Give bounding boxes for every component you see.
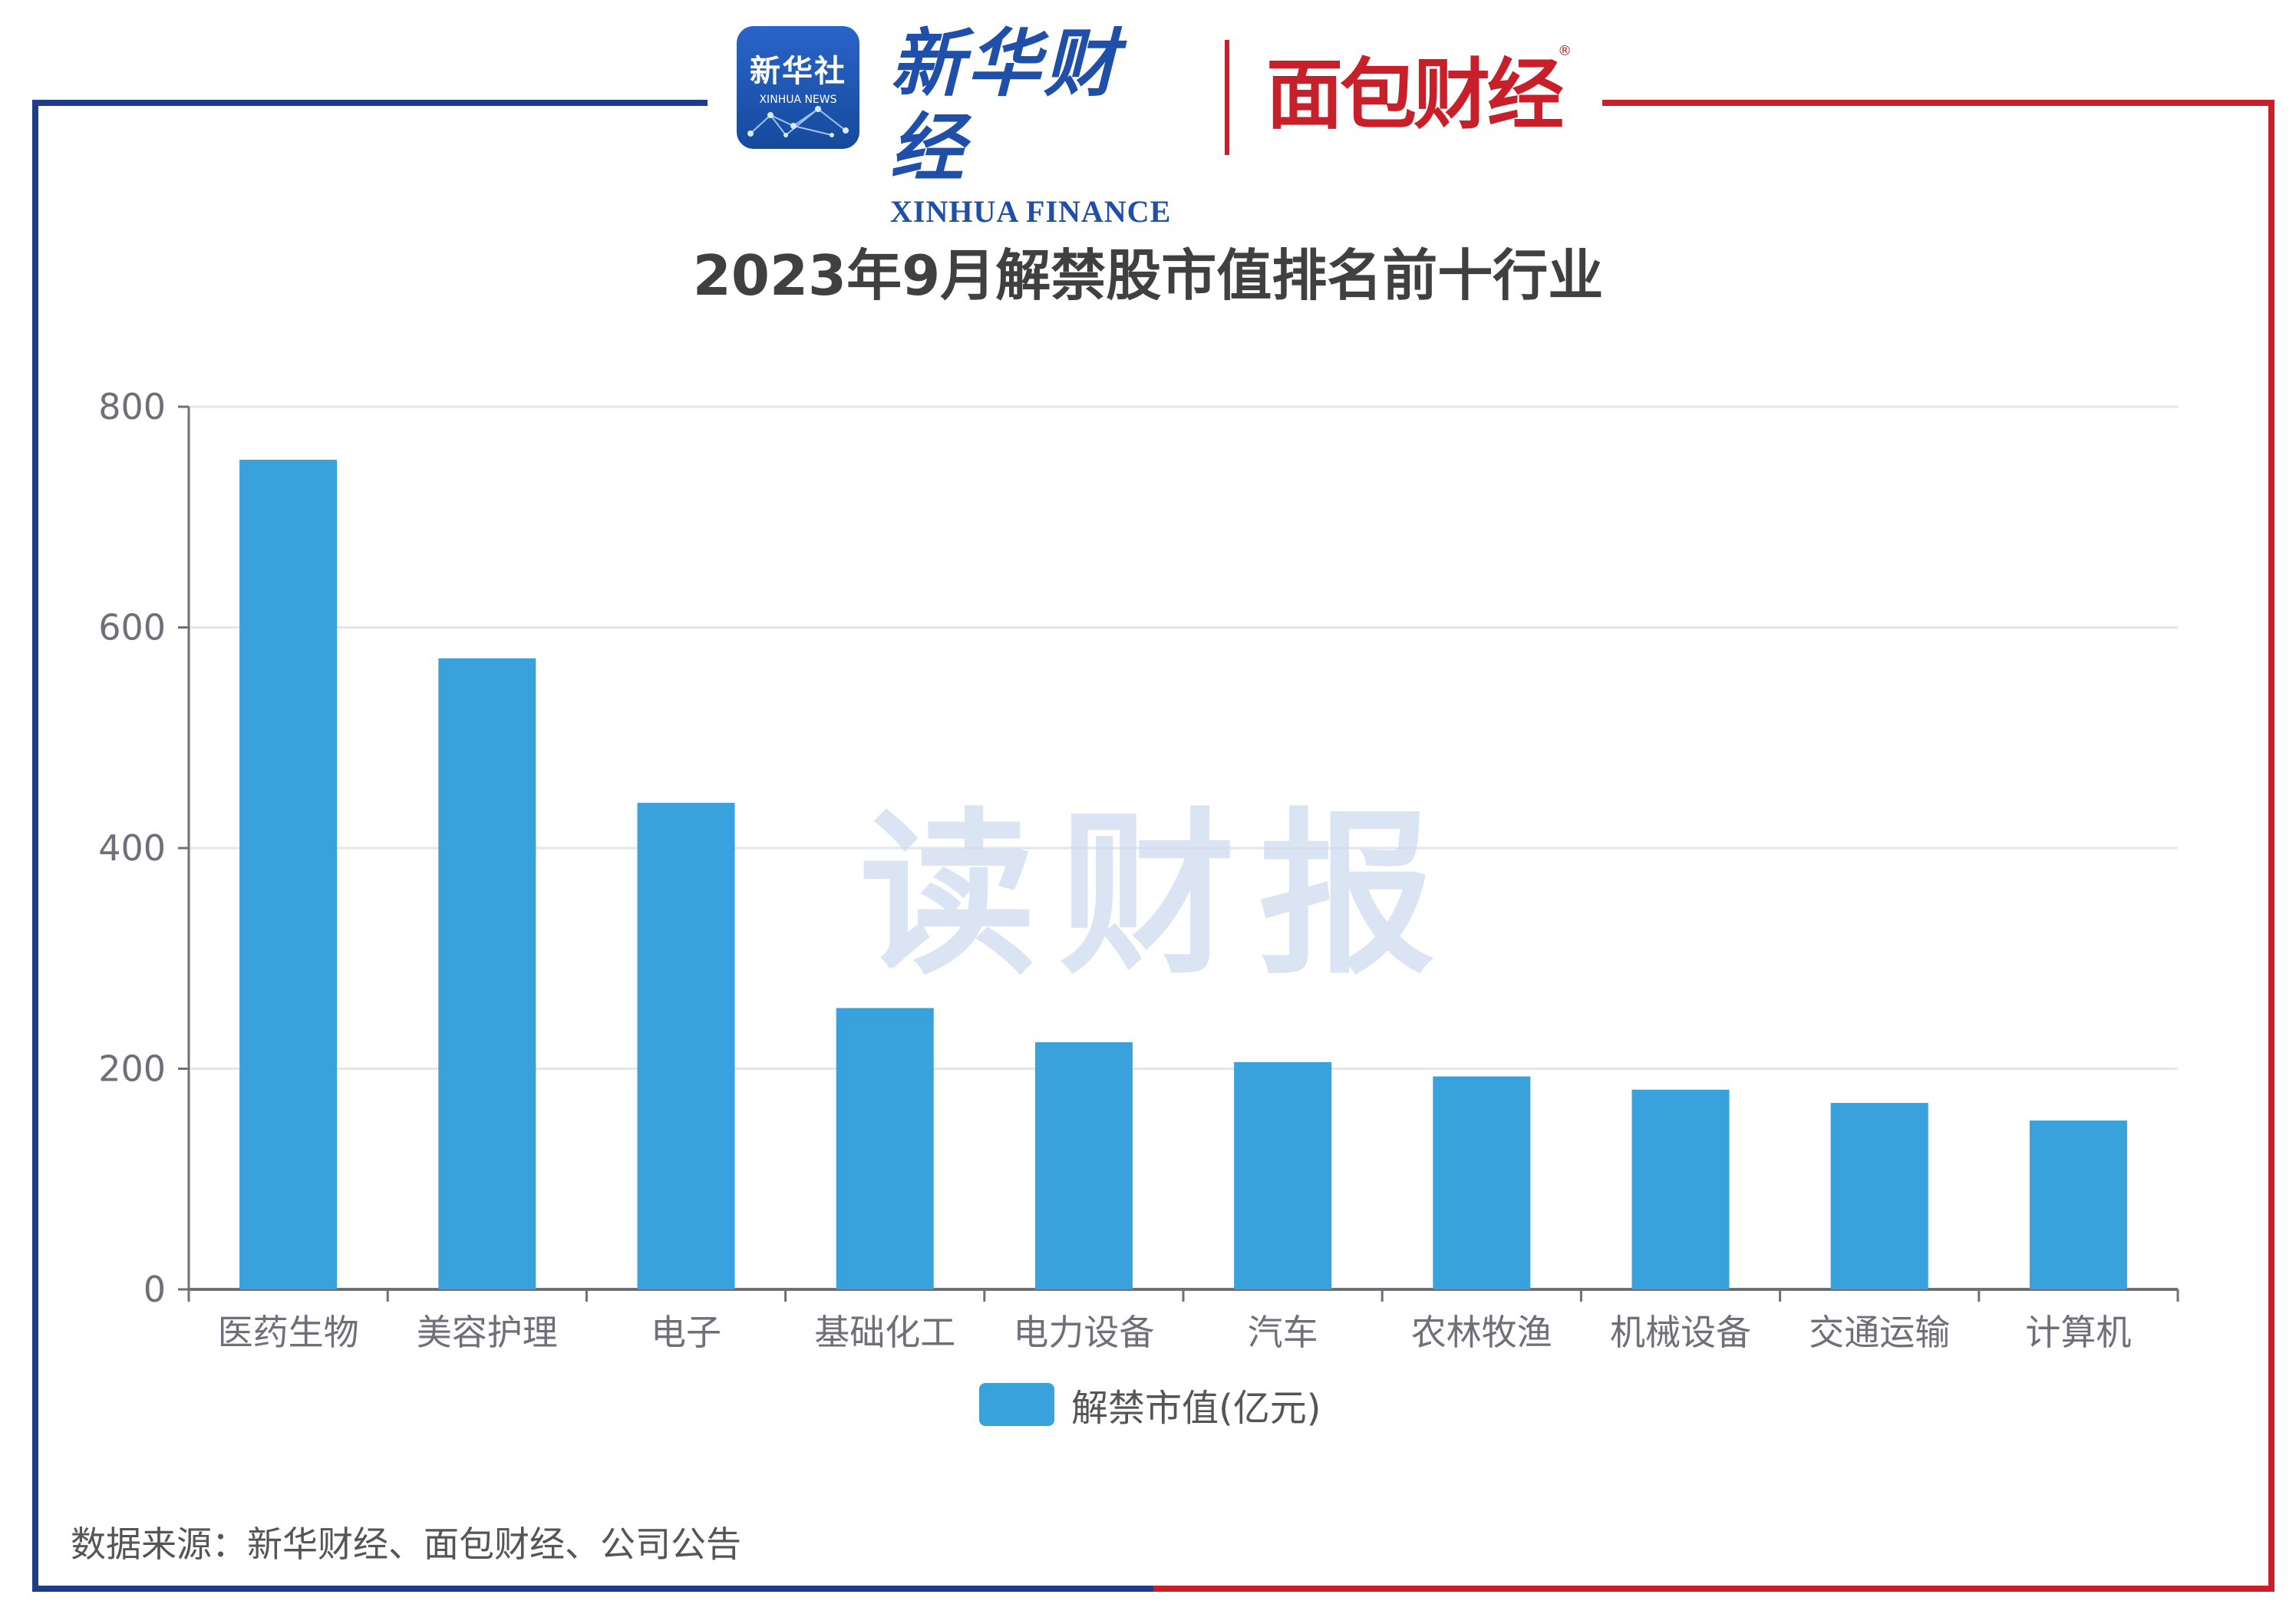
y-tick-label: 800 bbox=[98, 386, 166, 427]
x-tick-label: 美容护理 bbox=[417, 1312, 558, 1353]
y-tick-label: 400 bbox=[98, 827, 166, 869]
registered-mark: ® bbox=[1558, 43, 1572, 59]
bar bbox=[836, 1008, 934, 1289]
mianbao-finance-logo: 面包财经 ® bbox=[1266, 43, 1572, 141]
x-tick-label: 农林牧渔 bbox=[1411, 1312, 1552, 1353]
x-tick-label: 汽车 bbox=[1248, 1312, 1318, 1353]
network-icon bbox=[747, 106, 849, 137]
y-tick-label: 600 bbox=[98, 607, 166, 649]
legend-swatch bbox=[979, 1383, 1054, 1426]
bar bbox=[1234, 1061, 1332, 1289]
bar bbox=[1631, 1089, 1730, 1289]
mianbao-cn: 面包财经 bbox=[1266, 50, 1564, 140]
bar bbox=[1034, 1042, 1133, 1289]
frame-bottom-border bbox=[32, 1586, 2275, 1592]
bar bbox=[239, 460, 338, 1289]
xinhua-finance-en: XINHUA FINANCE bbox=[890, 194, 1172, 229]
legend-label: 解禁市值(亿元) bbox=[1071, 1387, 1321, 1430]
xinhua-news-logo: 新华社 XINHUA NEWS bbox=[737, 26, 859, 149]
y-tick-label: 200 bbox=[98, 1048, 166, 1090]
x-tick-label: 机械设备 bbox=[1610, 1312, 1751, 1353]
bar-layer bbox=[239, 460, 2127, 1289]
bar bbox=[2029, 1121, 2127, 1289]
watermark: 读财报 bbox=[859, 794, 1459, 998]
x-tick-label: 医药生物 bbox=[218, 1312, 359, 1353]
chart-title: 2023年9月解禁股市值排名前十行业 bbox=[692, 243, 1604, 308]
x-tick-label: 基础化工 bbox=[814, 1312, 955, 1353]
bar bbox=[438, 658, 536, 1289]
logo-bar: 新华社 XINHUA NEWS 新华财经 XINHUA FINANCE 面包财经… bbox=[737, 21, 1573, 229]
xinhua-badge-en: XINHUA NEWS bbox=[759, 94, 837, 106]
bar bbox=[1830, 1103, 1928, 1289]
data-source-note: 数据来源：新华财经、面包财经、公司公告 bbox=[71, 1523, 741, 1565]
legend: 解禁市值(亿元) bbox=[979, 1381, 1321, 1430]
xinhua-finance-cn: 新华财经 bbox=[890, 20, 1120, 191]
x-tick-label: 交通运输 bbox=[1809, 1312, 1950, 1353]
x-tick-label: 电力设备 bbox=[1013, 1312, 1154, 1353]
x-tick-label: 电子 bbox=[651, 1312, 721, 1353]
y-tick-label: 0 bbox=[144, 1269, 166, 1310]
label-layer: 0 200 400 600 800 医药生物 美容护理 电子 基础化工 电力设备 汽车 农林牧渔 机械设… bbox=[98, 386, 2131, 1353]
logo-divider bbox=[1225, 40, 1229, 155]
bar bbox=[1433, 1076, 1531, 1289]
x-tick-label: 计算机 bbox=[2025, 1312, 2131, 1353]
xinhua-badge-cn: 新华社 bbox=[750, 54, 846, 89]
xinhua-finance-logo: 新华财经 XINHUA FINANCE bbox=[890, 21, 1189, 229]
bar bbox=[637, 803, 735, 1289]
